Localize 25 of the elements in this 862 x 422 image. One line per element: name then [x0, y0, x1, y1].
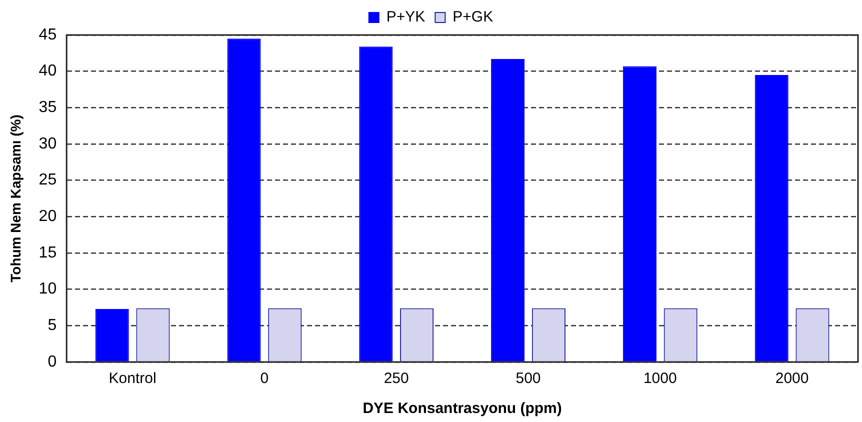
legend-label: P+YK — [386, 8, 426, 26]
bar — [491, 58, 525, 362]
y-tick-label: 40 — [38, 62, 57, 80]
x-tick-label: 0 — [260, 370, 269, 388]
x-tick-label: 250 — [384, 370, 409, 388]
y-tick-label: 35 — [38, 99, 57, 116]
x-tick-label: 500 — [516, 370, 541, 388]
bar — [227, 38, 261, 362]
y-axis-title: Tohum Nem Kapsamı (%) — [7, 114, 24, 282]
bar — [622, 66, 656, 362]
y-tick-label: 25 — [38, 172, 57, 189]
y-tick-label: 10 — [38, 280, 57, 298]
x-tick-label: 2000 — [775, 370, 809, 388]
x-tick-label: 1000 — [643, 370, 677, 388]
y-tick-label: 0 — [48, 353, 57, 370]
y-tick-label: 30 — [38, 135, 57, 152]
x-axis-title: DYE Konsantrasyonu (ppm) — [362, 400, 562, 418]
bar — [754, 74, 788, 362]
y-tick-label: 5 — [48, 317, 57, 334]
legend-label: P+GK — [452, 8, 494, 26]
y-tick-label: 15 — [38, 244, 57, 262]
bar — [359, 46, 393, 362]
x-tick-label: Kontrol — [108, 370, 156, 388]
y-tick-label: 20 — [38, 208, 57, 226]
y-tick-label: 45 — [38, 26, 57, 44]
